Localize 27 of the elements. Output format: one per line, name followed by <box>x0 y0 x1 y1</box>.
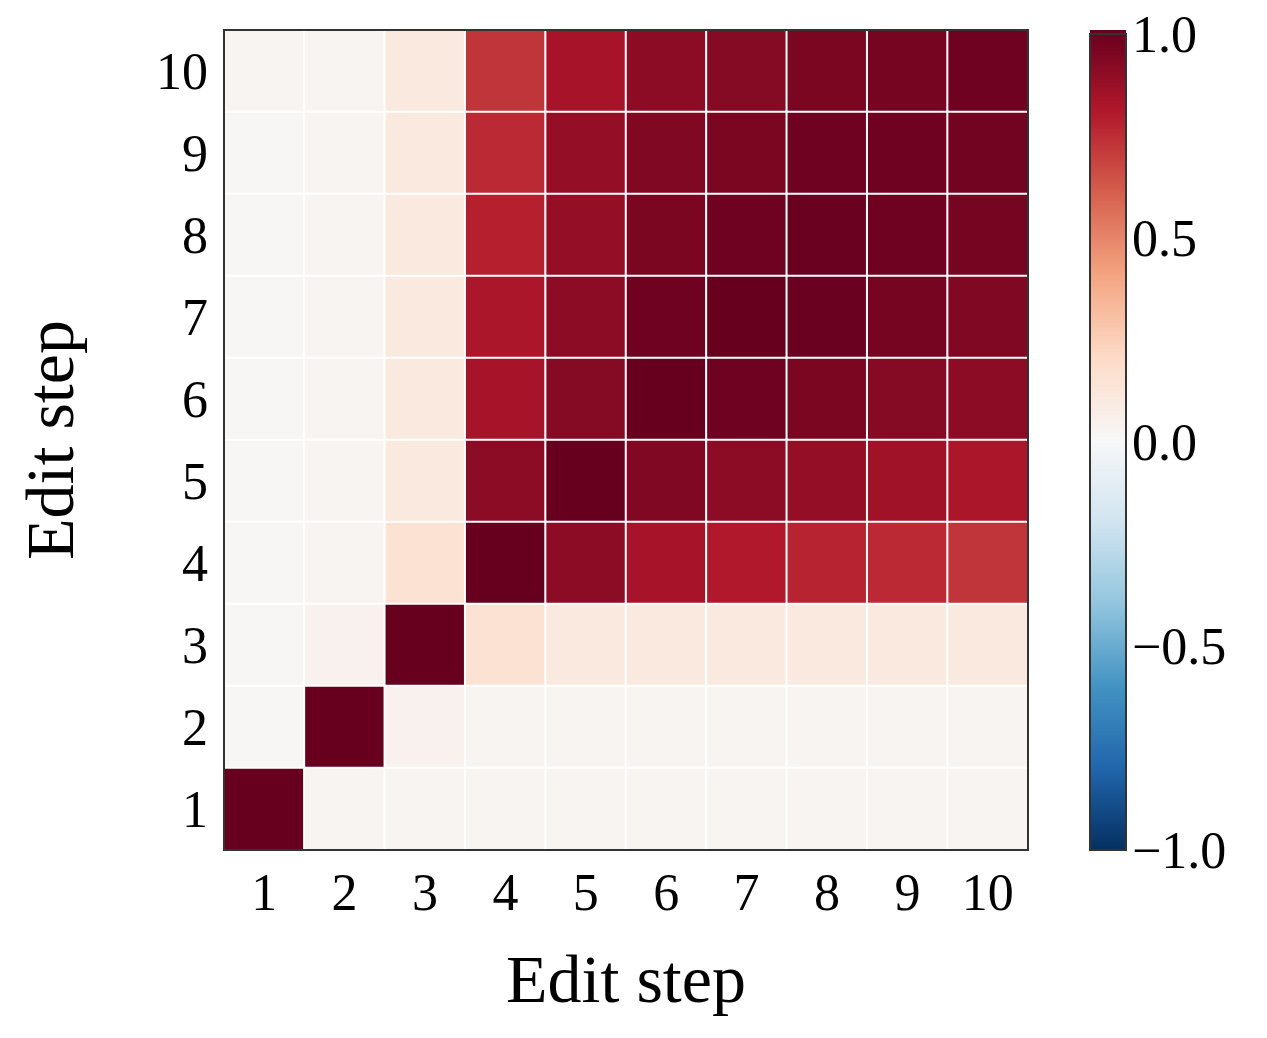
color-bar-label: 0.0 <box>1132 413 1197 471</box>
x-tick-label: 10 <box>961 863 1014 921</box>
x-tick-label: 6 <box>653 863 680 921</box>
color-bar-label: −1.0 <box>1132 821 1227 879</box>
x-tick-label: 8 <box>814 863 840 921</box>
y-tick-label: 4 <box>182 534 208 592</box>
y-tick-label: 3 <box>182 616 208 674</box>
color-bar-label: −0.5 <box>1132 617 1227 675</box>
color-bar-label: 1.0 <box>1132 5 1197 63</box>
y-tick-label: 6 <box>182 370 208 428</box>
x-tick-label: 1 <box>251 863 278 921</box>
y-axis-title: Edit step <box>12 320 88 560</box>
y-tick-label: 7 <box>182 288 208 346</box>
y-tick-label: 1 <box>182 780 208 838</box>
x-tick-label: 9 <box>894 863 921 921</box>
x-tick-label: 4 <box>492 863 519 921</box>
y-tick-label: 2 <box>182 698 208 756</box>
y-tick-label: 5 <box>182 452 208 510</box>
y-tick-label: 8 <box>182 206 208 264</box>
y-tick-label: 9 <box>182 124 208 182</box>
x-tick-label: 5 <box>572 863 599 921</box>
x-tick-label: 2 <box>331 863 358 921</box>
x-tick-label: 7 <box>733 863 760 921</box>
color-bar-label: 0.5 <box>1132 209 1197 267</box>
y-tick-label: 10 <box>156 42 208 100</box>
x-axis-title: Edit step <box>506 941 746 1017</box>
x-tick-label: 3 <box>412 863 438 921</box>
